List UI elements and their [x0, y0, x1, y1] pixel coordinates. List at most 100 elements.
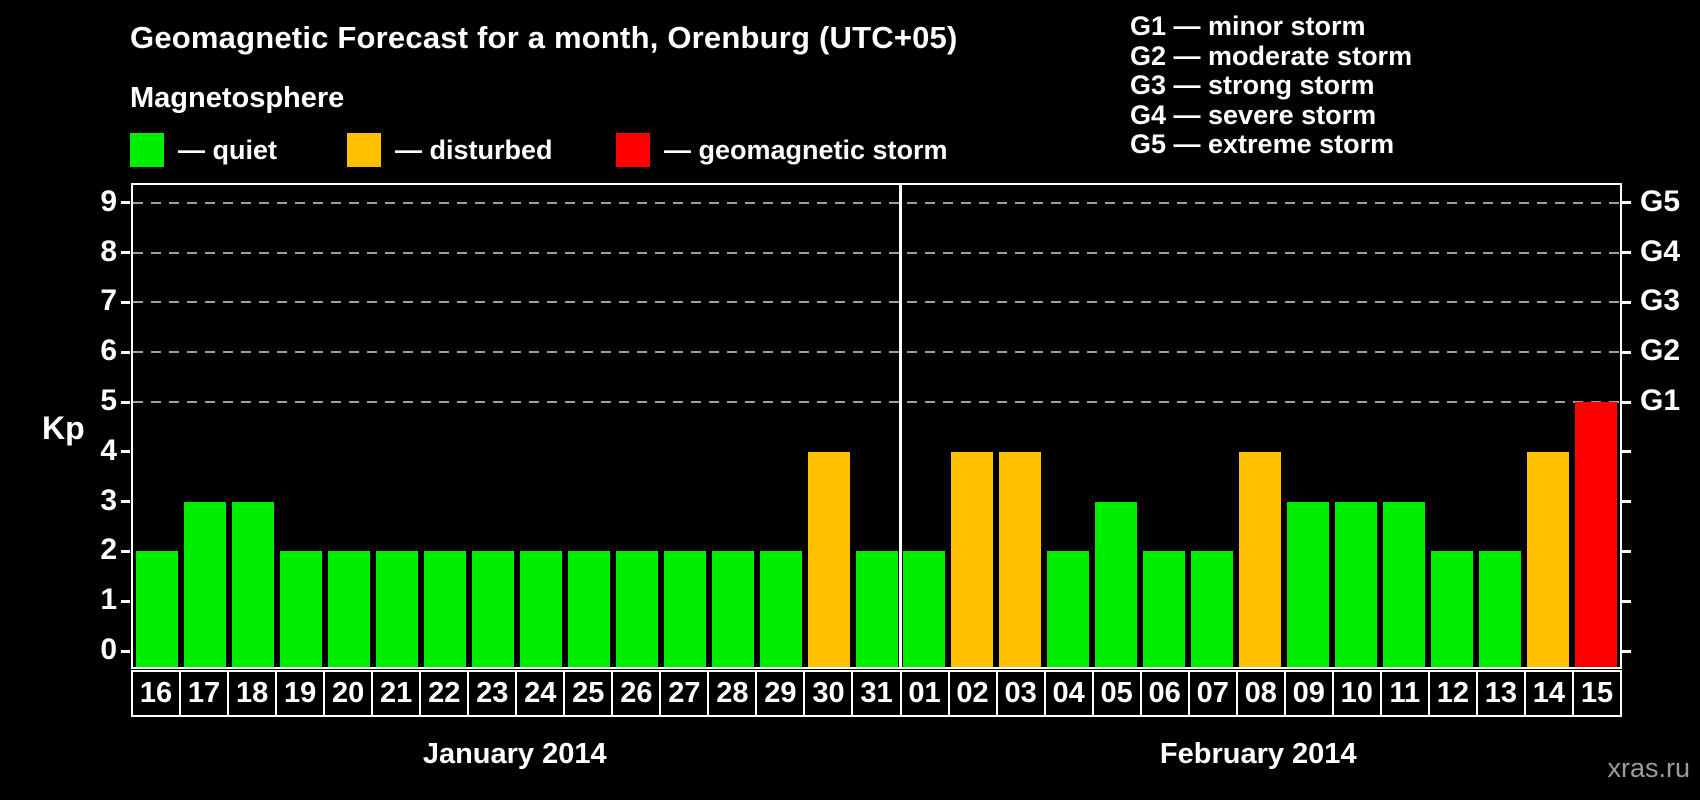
bar-day-12: [1431, 551, 1474, 667]
day-label: 13: [1475, 670, 1526, 717]
y-axis-tick: [121, 251, 130, 255]
gridline-kp5: [133, 401, 1620, 403]
y-tick-label: 8: [100, 234, 117, 268]
y-axis-tick: [121, 300, 130, 304]
y-axis-tick: [121, 350, 130, 354]
y-axis-title: Kp: [42, 410, 85, 446]
day-label: 29: [755, 670, 806, 717]
day-label: 04: [1043, 670, 1094, 717]
y-tick-label: 4: [100, 433, 117, 467]
storm-color-swatch: [616, 133, 650, 167]
day-label: 31: [851, 670, 902, 717]
bar-day-20: [327, 551, 370, 667]
right-axis-tick: [1622, 300, 1631, 304]
bar-day-06: [1143, 551, 1186, 667]
bar-day-25: [567, 551, 610, 667]
legend-heading: Magnetosphere: [130, 82, 345, 114]
legend-item-label: — disturbed: [395, 134, 553, 165]
bar-day-23: [471, 551, 514, 667]
right-axis-tick: [1622, 649, 1631, 653]
bar-day-08: [1239, 451, 1282, 667]
day-label: 17: [179, 670, 230, 717]
plot-area: [131, 183, 1622, 669]
day-label: 14: [1523, 670, 1574, 717]
bar-day-18: [231, 501, 274, 667]
day-label: 07: [1187, 670, 1238, 717]
y-axis-tick: [121, 500, 130, 504]
bar-day-27: [663, 551, 706, 667]
y-tick-label: 5: [100, 384, 117, 417]
chart-title: Geomagnetic Forecast for a month, Orenbu…: [130, 20, 958, 55]
y-tick-label: 9: [100, 184, 117, 218]
bar-day-04: [1047, 551, 1090, 667]
day-label: 19: [275, 670, 326, 717]
legend-item-storm: — geomagnetic storm: [616, 133, 948, 167]
bar-day-15: [1575, 402, 1618, 667]
gridline-kp9: [133, 201, 1620, 204]
y-tick-label: 7: [100, 284, 117, 318]
legend-item-label: — geomagnetic storm: [664, 134, 948, 165]
day-label: 05: [1091, 670, 1142, 717]
legend-item-disturbed: — disturbed: [347, 133, 553, 167]
day-label: 16: [131, 670, 182, 717]
right-axis-tick: [1622, 599, 1631, 603]
y-axis-tick: [121, 599, 130, 603]
bar-day-10: [1335, 501, 1378, 667]
y-tick-label: 2: [100, 533, 117, 567]
g-legend-line: G4 — severe storm: [1130, 99, 1377, 130]
right-axis-tick: [1622, 450, 1631, 454]
bar-day-07: [1191, 551, 1234, 667]
y-tick-label: 1: [100, 583, 117, 617]
bar-day-19: [279, 551, 322, 667]
day-label: 18: [227, 670, 278, 717]
bar-day-28: [711, 551, 754, 667]
day-label: 11: [1379, 670, 1430, 717]
day-label: 10: [1331, 670, 1382, 717]
x-axis-day-labels: 16 17 18 19 20 21 22 23 24 25 26 27 28 29 30 31 01 02 03 04…: [131, 670, 1622, 717]
legend-item-quiet: — quiet: [130, 133, 277, 167]
right-axis-tick: [1622, 500, 1631, 504]
bar-day-22: [423, 551, 466, 667]
y-tick-label: 0: [100, 633, 117, 666]
day-label: 02: [947, 670, 998, 717]
bar-day-29: [759, 551, 802, 667]
day-label: 12: [1427, 670, 1478, 717]
month-label: February 2014: [1159, 738, 1357, 770]
day-label: 03: [995, 670, 1046, 717]
disturbed-color-swatch: [347, 133, 381, 167]
legend-item-label: — quiet: [178, 134, 277, 165]
day-label: 09: [1283, 670, 1334, 717]
y-axis-tick: [121, 201, 130, 205]
bar-day-02: [951, 451, 994, 667]
bar-day-17: [183, 501, 226, 667]
right-axis-tick: [1622, 201, 1631, 205]
y-axis-tick: [121, 649, 130, 653]
day-label: 22: [419, 670, 470, 717]
bar-day-30: [807, 451, 850, 667]
day-label: 25: [563, 670, 614, 717]
day-label: 30: [803, 670, 854, 717]
right-axis-tick: [1622, 350, 1631, 354]
day-label: 06: [1139, 670, 1190, 717]
bar-day-09: [1287, 501, 1330, 667]
bar-day-16: [135, 551, 178, 667]
bar-day-05: [1095, 501, 1138, 667]
g-legend-line: G1 — minor storm: [1130, 11, 1366, 41]
bar-day-03: [999, 451, 1042, 667]
day-label: 21: [371, 670, 422, 717]
y-tick-label: 3: [100, 483, 117, 517]
right-axis-tick: [1622, 251, 1631, 255]
day-label: 23: [467, 670, 518, 717]
g-scale-legend: G1 — minor storm G2 — moderate storm G3 …: [1130, 11, 1412, 160]
day-label: 27: [659, 670, 710, 717]
y-axis-tick: [121, 400, 130, 404]
month-label: January 2014: [422, 738, 607, 770]
month-separator-line: [898, 185, 902, 667]
right-axis-tick: [1622, 549, 1631, 553]
day-label: 26: [611, 670, 662, 717]
day-label: 15: [1571, 670, 1622, 717]
y-tick-label: 6: [100, 334, 117, 368]
gridline-kp7: [133, 301, 1620, 304]
day-label: 24: [515, 670, 566, 717]
